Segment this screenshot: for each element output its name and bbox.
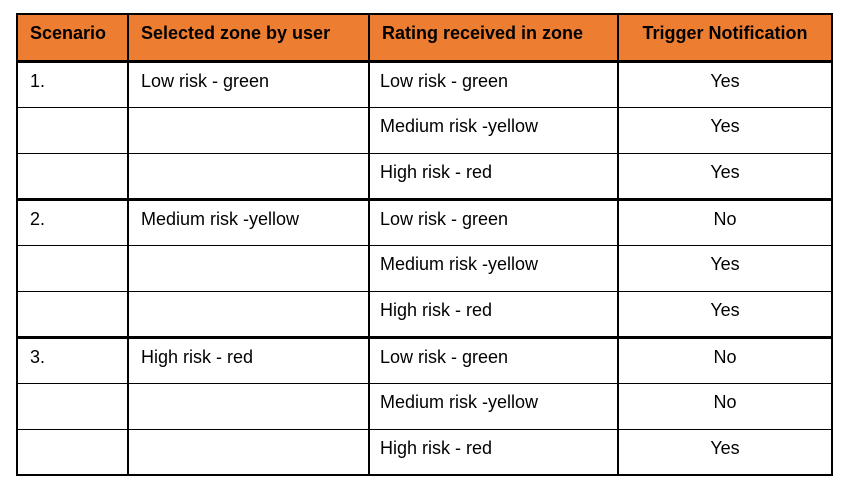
cell-selected-zone [127, 290, 370, 338]
cell-scenario [16, 106, 129, 154]
cell-selected-zone: High risk - red [127, 335, 370, 384]
table-row: High risk - red Yes [16, 428, 833, 476]
cell-scenario: 3. [16, 335, 129, 384]
header-cell-scenario: Scenario [16, 13, 129, 62]
cell-rating: Low risk - green [368, 335, 619, 384]
header-cell-selected-zone: Selected zone by user [127, 13, 370, 62]
header-cell-rating: Rating received in zone [368, 13, 619, 62]
cell-selected-zone [127, 244, 370, 292]
cell-selected-zone: Medium risk -yellow [127, 197, 370, 246]
cell-scenario [16, 290, 129, 338]
cell-rating: High risk - red [368, 428, 619, 476]
cell-scenario: 1. [16, 59, 129, 108]
cell-scenario [16, 428, 129, 476]
cell-rating: High risk - red [368, 152, 619, 200]
cell-trigger: Yes [617, 428, 833, 476]
cell-trigger: No [617, 382, 833, 430]
scenario-notification-table: Scenario Selected zone by user Rating re… [16, 13, 833, 476]
header-cell-trigger: Trigger Notification [617, 13, 833, 62]
table-row: Medium risk -yellow Yes [16, 244, 833, 292]
table-row: Medium risk -yellow No [16, 382, 833, 430]
table-row: 3. High risk - red Low risk - green No [16, 335, 833, 384]
cell-selected-zone [127, 106, 370, 154]
cell-rating: Medium risk -yellow [368, 106, 619, 154]
cell-selected-zone [127, 428, 370, 476]
cell-rating: Medium risk -yellow [368, 382, 619, 430]
cell-rating: Medium risk -yellow [368, 244, 619, 292]
cell-trigger: Yes [617, 106, 833, 154]
cell-trigger: Yes [617, 152, 833, 200]
cell-rating: High risk - red [368, 290, 619, 338]
table-row: High risk - red Yes [16, 290, 833, 338]
cell-trigger: No [617, 197, 833, 246]
cell-rating: Low risk - green [368, 197, 619, 246]
table-row: High risk - red Yes [16, 152, 833, 200]
cell-trigger: Yes [617, 244, 833, 292]
cell-rating: Low risk - green [368, 59, 619, 108]
cell-scenario [16, 382, 129, 430]
cell-trigger: No [617, 335, 833, 384]
cell-selected-zone [127, 382, 370, 430]
table-row: 1. Low risk - green Low risk - green Yes [16, 59, 833, 108]
cell-trigger: Yes [617, 290, 833, 338]
header-row: Scenario Selected zone by user Rating re… [16, 13, 833, 62]
scenario-notification-table-container: Scenario Selected zone by user Rating re… [16, 13, 833, 476]
table-row: 2. Medium risk -yellow Low risk - green … [16, 197, 833, 246]
table-row: Medium risk -yellow Yes [16, 106, 833, 154]
cell-scenario: 2. [16, 197, 129, 246]
cell-selected-zone: Low risk - green [127, 59, 370, 108]
cell-scenario [16, 152, 129, 200]
cell-selected-zone [127, 152, 370, 200]
cell-scenario [16, 244, 129, 292]
cell-trigger: Yes [617, 59, 833, 108]
